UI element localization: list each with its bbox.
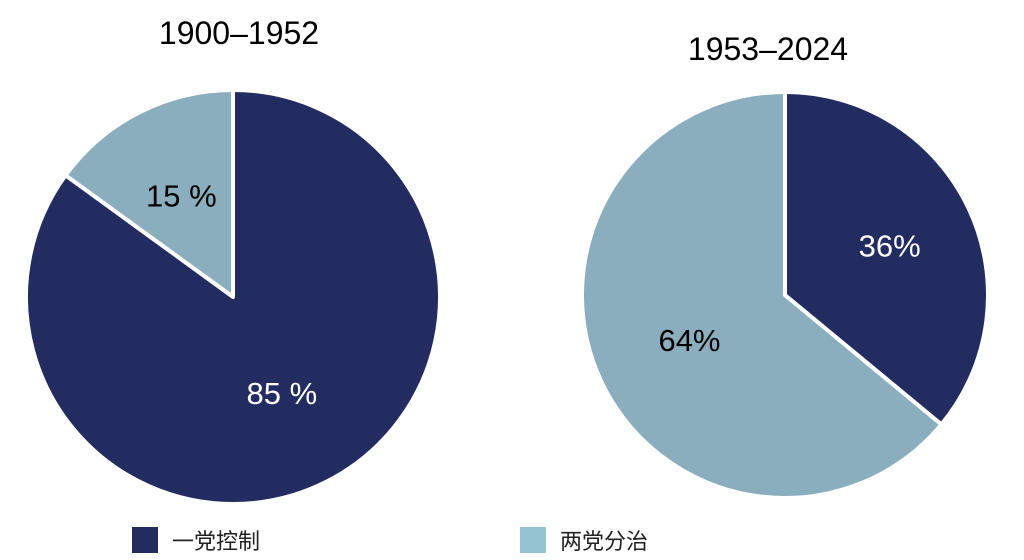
pie-slice-one-party bbox=[24, 88, 442, 506]
slice-label: 36% bbox=[859, 229, 921, 264]
pie-slice-one-party bbox=[783, 90, 990, 427]
legend-label-one-party: 一党控制 bbox=[172, 530, 260, 555]
legend-swatch-split bbox=[520, 527, 546, 553]
legend-swatch-one-party bbox=[132, 527, 158, 553]
slice-label: 85 % bbox=[247, 376, 318, 411]
pie-slice-split bbox=[63, 88, 235, 299]
chart-title: 1953–2024 bbox=[688, 31, 848, 67]
legend: 一党控制 两党分治 bbox=[132, 527, 648, 555]
pie-chart-1953-2024: 1953–2024 36% 64% bbox=[580, 31, 990, 500]
pie-chart-1900-1952: 1900–1952 85 % 15 % bbox=[24, 15, 442, 506]
slice-label: 64% bbox=[658, 323, 720, 358]
chart-title: 1900–1952 bbox=[159, 15, 319, 51]
slice-label: 15 % bbox=[146, 179, 217, 214]
legend-label-split: 两党分治 bbox=[560, 530, 648, 555]
pie-slice-split bbox=[580, 90, 944, 500]
